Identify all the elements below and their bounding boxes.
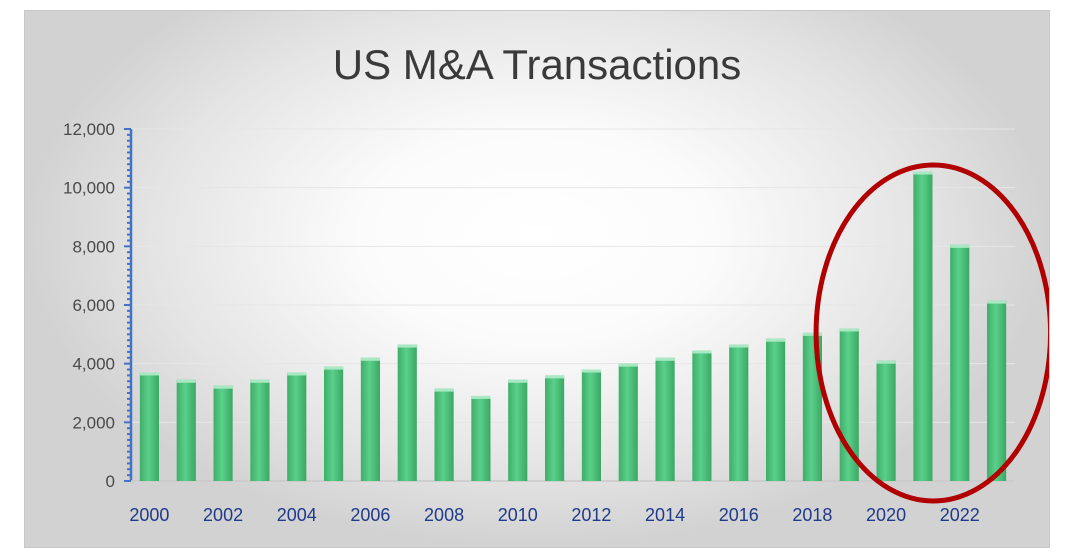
bar-top-2014 (655, 357, 675, 361)
bar-top-2011 (545, 375, 565, 379)
y-tick-label: 10,000 (63, 179, 115, 198)
bar-top-2001 (176, 379, 196, 383)
bar-top-2023 (987, 300, 1007, 304)
bar-top-2017 (766, 338, 786, 342)
x-tick-label: 2016 (719, 505, 759, 525)
x-axis-ticks: 2000 2002 2004 2006 2008 2010 2012 2014 2016 2018… (129, 505, 979, 525)
bar-2013 (618, 363, 638, 481)
bar-chart: US M&A Transactions 0 2,000 4,000 6,000 8,00… (63, 41, 1049, 525)
bar-top-2019 (839, 328, 859, 332)
bar-top-2015 (692, 350, 712, 354)
bar-top-2007 (397, 344, 417, 348)
highlight-ellipse (813, 162, 1049, 504)
bar-2009 (471, 395, 491, 481)
bar-top-2004 (287, 372, 307, 376)
y-tick-label: 12,000 (63, 120, 115, 139)
y-axis: 0 2,000 4,000 6,000 8,000 10,000 12,000 (63, 120, 1015, 491)
bar-top-2005 (324, 366, 344, 370)
bar-2007 (397, 344, 417, 481)
bar-top-2021 (913, 171, 933, 175)
bar-2021 (913, 171, 933, 482)
y-tick-label: 6,000 (72, 296, 115, 315)
bar-top-2000 (139, 372, 159, 376)
bar-top-2006 (360, 357, 380, 361)
bar-2016 (729, 344, 749, 481)
x-tick-label: 2002 (203, 505, 243, 525)
bar-2002 (213, 385, 233, 481)
x-tick-label: 2018 (792, 505, 832, 525)
bar-top-2022 (950, 244, 970, 248)
x-tick-label: 2004 (277, 505, 317, 525)
x-tick-label: 2008 (424, 505, 464, 525)
x-tick-label: 2020 (866, 505, 906, 525)
y-tick-label: 8,000 (72, 237, 115, 256)
x-tick-label: 2022 (940, 505, 980, 525)
x-tick-label: 2014 (645, 505, 685, 525)
bar-2000 (139, 372, 159, 481)
bar-2022 (950, 244, 970, 481)
bar-2023 (987, 300, 1007, 481)
bars (139, 171, 1007, 482)
bar-2017 (766, 338, 786, 481)
bar-2001 (176, 379, 196, 481)
bar-top-2009 (471, 395, 491, 399)
bar-2015 (692, 350, 712, 481)
y-tick-label: 0 (106, 472, 115, 491)
bar-2006 (360, 357, 380, 481)
bar-2011 (545, 375, 565, 481)
bar-top-2008 (434, 388, 454, 392)
x-tick-label: 2012 (571, 505, 611, 525)
bar-2004 (287, 372, 307, 481)
bar-top-2016 (729, 344, 749, 348)
y-tick-label: 4,000 (72, 355, 115, 374)
bar-top-2013 (618, 363, 638, 367)
bar-2008 (434, 388, 454, 481)
bar-2003 (250, 379, 270, 481)
x-tick-label: 2000 (129, 505, 169, 525)
x-tick-label: 2006 (350, 505, 390, 525)
chart-frame: US M&A Transactions 0 2,000 4,000 6,000 8,00… (24, 10, 1050, 548)
bar-top-2010 (508, 379, 528, 383)
bar-top-2020 (876, 360, 896, 364)
y-tick-label: 2,000 (72, 413, 115, 432)
bar-2005 (324, 366, 344, 481)
bar-2020 (876, 360, 896, 481)
bar-2012 (581, 369, 601, 481)
x-tick-label: 2010 (498, 505, 538, 525)
bar-2010 (508, 379, 528, 481)
bar-top-2002 (213, 385, 233, 389)
bar-top-2012 (581, 369, 601, 373)
bar-top-2003 (250, 379, 270, 383)
gridlines (131, 128, 1015, 423)
chart-title: US M&A Transactions (333, 41, 742, 88)
bar-top-2018 (802, 332, 822, 336)
bar-2014 (655, 357, 675, 481)
